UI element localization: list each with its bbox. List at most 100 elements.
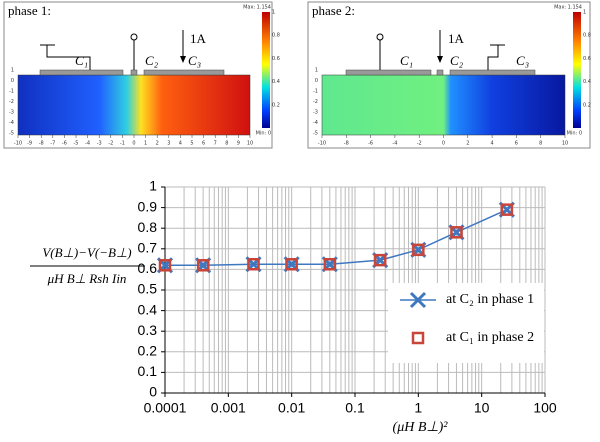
panel-x-tick-label: 2 — [156, 141, 159, 147]
simulation-panels — [3, 1, 591, 149]
arrow — [437, 56, 443, 63]
panel-x-tick-label: 6 — [202, 141, 205, 147]
terminal — [130, 33, 138, 41]
panel-x-tick-label: -4 — [392, 141, 397, 147]
panel-label: 1A — [190, 31, 207, 46]
field-map — [321, 74, 566, 136]
colorbar-max: Max: 1.154 — [554, 5, 582, 11]
y-label-denominator: μH B⊥ Rsh Iin — [47, 271, 127, 286]
terminal — [376, 33, 384, 41]
marker-square — [323, 258, 337, 271]
legend-marker — [409, 291, 427, 309]
panel-x-tick-label: 7 — [214, 141, 217, 147]
y-tick-label: 0.6 — [138, 260, 158, 276]
electrode — [449, 69, 536, 76]
y-tick-label: 0.7 — [138, 240, 158, 256]
panel-x-tick-label: 4 — [179, 141, 182, 147]
colorbar-tick-label: 0.2 — [272, 102, 280, 108]
chart: 0 0.1 0.2 0.3 0.4 0.5 0.6 0.7 0.8 0.9 1 0.0001 0.001… — [30, 178, 557, 435]
electrode — [436, 69, 444, 76]
x-tick-label: 0.1 — [345, 400, 365, 416]
colorbar-max: Max: 1.154 — [243, 5, 271, 11]
x-tick-label: 100 — [533, 400, 557, 416]
colorbar-min: Min: 0 — [256, 131, 271, 137]
marker-square — [450, 226, 463, 239]
panel-label: 1A — [448, 31, 465, 46]
panel-x-tick-label: -10 — [318, 141, 326, 147]
panel-label: C₃ — [516, 53, 529, 68]
marker-square — [196, 259, 210, 272]
panel-x-tick-label: 1 — [144, 141, 147, 147]
panel-x-tick-label: 5 — [190, 141, 193, 147]
panel-x-tick-label: 3 — [167, 141, 170, 147]
y-tick-label: 0 — [149, 384, 157, 400]
panel-y-tick-label: -1 — [313, 89, 318, 95]
colorbar-tick-label: 0.2 — [583, 102, 591, 108]
electrode — [345, 69, 432, 76]
colorbar-tick-label: 0.4 — [272, 79, 280, 85]
panel-x-tick-label: -10 — [14, 141, 22, 147]
panel-x-tick-label: -7 — [50, 141, 55, 147]
x-tick-label: 0.01 — [278, 400, 305, 416]
marker-square — [158, 259, 172, 272]
panel-x-tick-label: 9 — [237, 141, 240, 147]
marker-square — [247, 258, 260, 271]
y-tick-label: 0.1 — [138, 363, 158, 379]
colorbar-tick-label: 1 — [272, 10, 275, 16]
panel-x-tick-label: 0 — [132, 141, 135, 147]
marker-square — [373, 253, 387, 267]
panel-label: C₂ — [145, 53, 159, 68]
colorbar-min: Min: 0 — [567, 131, 582, 137]
panel-y-tick-label: 1 — [11, 68, 14, 74]
panel-x-tick-label: -5 — [74, 141, 79, 147]
panel-y-tick-label: -5 — [313, 131, 318, 137]
colorbar-tick-label: 0.4 — [583, 79, 591, 85]
field-map — [17, 74, 251, 136]
panel-y-tick-label: -1 — [9, 89, 14, 95]
panel-label: C₃ — [188, 53, 201, 68]
colorbar-tick-label: 0.6 — [583, 56, 591, 62]
x-tick-label: 1 — [414, 400, 422, 416]
colorbar-tick-label: 0.8 — [583, 33, 591, 39]
panel-x-tick-label: -8 — [344, 141, 349, 147]
panel-x-tick-label: -6 — [62, 141, 67, 147]
y-tick-label: 0.2 — [138, 343, 158, 359]
colorbar-tick-label: 1 — [583, 10, 586, 16]
marker-square — [500, 203, 514, 216]
panel-title: phase 2: — [312, 3, 355, 18]
panel-frame — [307, 1, 591, 149]
y-tick-label: 0.9 — [138, 198, 158, 214]
panel-y-tick-label: 0 — [11, 78, 14, 84]
y-tick-label: 0.4 — [138, 301, 158, 317]
wiring — [379, 30, 505, 70]
colorbar-tick-label: 0.6 — [272, 56, 280, 62]
x-tick-label: 10 — [474, 400, 490, 416]
marker-square — [412, 243, 425, 257]
panel-y-tick-label: 1 — [315, 68, 318, 74]
y-tick-label: 0.8 — [138, 219, 158, 235]
panel-x-tick-label: 8 — [225, 141, 228, 147]
panel-x-tick-label: 10 — [247, 141, 253, 147]
legend-label: at C₂ in phase 1 — [446, 292, 534, 307]
x-tick-label: 0.0001 — [144, 400, 187, 416]
y-tick-label: 1 — [149, 178, 157, 194]
electrode — [143, 69, 225, 76]
colorbar — [573, 12, 581, 128]
x-label: (μH B⊥)² — [393, 420, 449, 435]
arrow — [180, 56, 186, 63]
panel-y-tick-label: -2 — [313, 99, 318, 105]
electrode — [39, 69, 124, 76]
y-label-numerator: V(B⊥)−V(−B⊥) — [42, 245, 131, 260]
marker-square — [285, 258, 298, 271]
panel-y-tick-label: -3 — [313, 110, 318, 116]
panel-x-tick-label: 8 — [539, 141, 542, 147]
panel-x-tick-label: -2 — [108, 141, 113, 147]
panel-y-tick-label: -4 — [9, 120, 14, 126]
panel-x-tick-label: -3 — [97, 141, 102, 147]
panel-label: C₂ — [450, 53, 464, 68]
panel-frame — [3, 1, 273, 149]
panel-y-tick-label: -5 — [9, 131, 14, 137]
panel-x-tick-label: -4 — [85, 141, 90, 147]
panel-x-tick-label: 6 — [515, 141, 518, 147]
